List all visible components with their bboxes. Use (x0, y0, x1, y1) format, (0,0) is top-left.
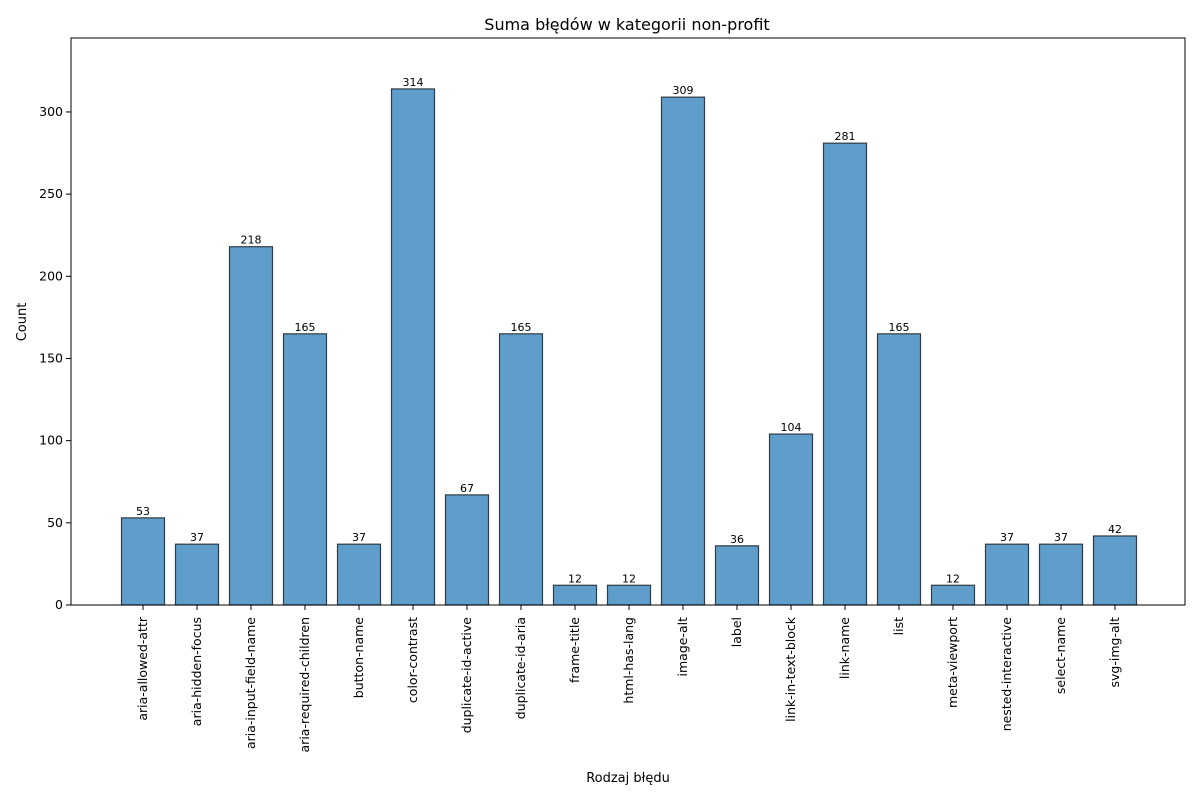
bar-label (714, 545, 760, 606)
x-tick-label-aria-required-children: aria-required-children (297, 617, 312, 752)
data-label-html-has-lang: 12 (622, 572, 636, 585)
bar-image-alt (660, 96, 706, 606)
y-axis-label: Count (15, 303, 30, 342)
chart-title: Suma błędów w kategorii non-profit (484, 15, 769, 34)
data-label-aria-hidden-focus: 37 (190, 531, 204, 544)
plot-frame (70, 37, 1186, 606)
x-tick-label-duplicate-id-aria: duplicate-id-aria (513, 617, 528, 719)
bar-link-in-text-block (768, 433, 814, 606)
bar-link-name (822, 142, 868, 606)
data-label-label: 36 (730, 533, 744, 546)
x-axis-ticks: aria-allowed-attr aria-hidden-focus aria-i… (135, 605, 1122, 752)
y-tick-label: 150 (39, 350, 63, 365)
x-tick-label-html-has-lang: html-has-lang (621, 617, 636, 704)
y-tick-label: 250 (39, 186, 63, 201)
bars-group: 53 37 218 165 37 314 67 165 12 12 309 36 104 281 165 12… (120, 76, 1138, 606)
x-tick-label-image-alt: image-alt (675, 617, 690, 677)
y-tick-label: 300 (39, 104, 63, 119)
data-label-aria-input-field-name: 218 (241, 234, 262, 247)
y-tick-label: 0 (55, 597, 63, 612)
data-label-link-in-text-block: 104 (781, 421, 802, 434)
x-tick-label-label: label (729, 617, 744, 647)
data-label-frame-title: 12 (568, 572, 582, 585)
x-tick-label-duplicate-id-active: duplicate-id-active (459, 617, 474, 734)
x-tick-label-frame-title: frame-title (567, 617, 582, 683)
x-tick-label-aria-hidden-focus: aria-hidden-focus (189, 617, 204, 726)
y-tick-label: 200 (39, 268, 63, 283)
bar-html-has-lang (606, 584, 652, 606)
x-tick-label-color-contrast: color-contrast (405, 617, 420, 703)
bar-aria-input-field-name (228, 246, 274, 606)
data-label-select-name: 37 (1054, 531, 1068, 544)
data-label-duplicate-id-aria: 165 (511, 321, 532, 334)
data-label-list: 165 (889, 321, 910, 334)
x-tick-label-link-name: link-name (837, 617, 852, 679)
bar-aria-allowed-attr (120, 517, 166, 606)
x-tick-label-button-name: button-name (351, 617, 366, 698)
bar-aria-required-children (282, 333, 328, 606)
data-label-svg-img-alt: 42 (1108, 523, 1122, 536)
x-tick-label-link-in-text-block: link-in-text-block (783, 616, 798, 722)
bar-svg-img-alt (1092, 535, 1138, 606)
bar-duplicate-id-active (444, 494, 490, 606)
x-tick-label-list: list (891, 617, 906, 635)
bar-nested-interactive (984, 543, 1030, 606)
x-tick-label-aria-input-field-name: aria-input-field-name (243, 617, 258, 749)
bar-duplicate-id-aria (498, 333, 544, 606)
bar-list (876, 333, 922, 606)
data-label-link-name: 281 (835, 130, 856, 143)
bar-select-name (1038, 543, 1084, 606)
data-label-nested-interactive: 37 (1000, 531, 1014, 544)
data-label-aria-allowed-attr: 53 (136, 505, 150, 518)
data-label-meta-viewport: 12 (946, 572, 960, 585)
y-axis-ticks: 0 50 100 150 200 250 300 (39, 104, 71, 612)
bar-aria-hidden-focus (174, 543, 220, 606)
data-label-image-alt: 309 (673, 84, 694, 97)
data-label-color-contrast: 314 (403, 76, 424, 89)
bar-color-contrast (390, 88, 436, 606)
x-tick-label-nested-interactive: nested-interactive (999, 617, 1014, 732)
data-label-aria-required-children: 165 (295, 321, 316, 334)
x-tick-label-aria-allowed-attr: aria-allowed-attr (135, 616, 150, 721)
x-tick-label-meta-viewport: meta-viewport (945, 617, 960, 708)
bar-meta-viewport (930, 584, 976, 606)
x-tick-label-svg-img-alt: svg-img-alt (1107, 617, 1122, 688)
bar-button-name (336, 543, 382, 606)
x-tick-label-select-name: select-name (1053, 617, 1068, 694)
data-label-button-name: 37 (352, 531, 366, 544)
x-axis-label: Rodzaj błędu (586, 771, 670, 786)
data-label-duplicate-id-active: 67 (460, 482, 474, 495)
y-tick-label: 50 (47, 515, 63, 530)
bar-frame-title (552, 584, 598, 606)
y-tick-label: 100 (39, 433, 63, 448)
